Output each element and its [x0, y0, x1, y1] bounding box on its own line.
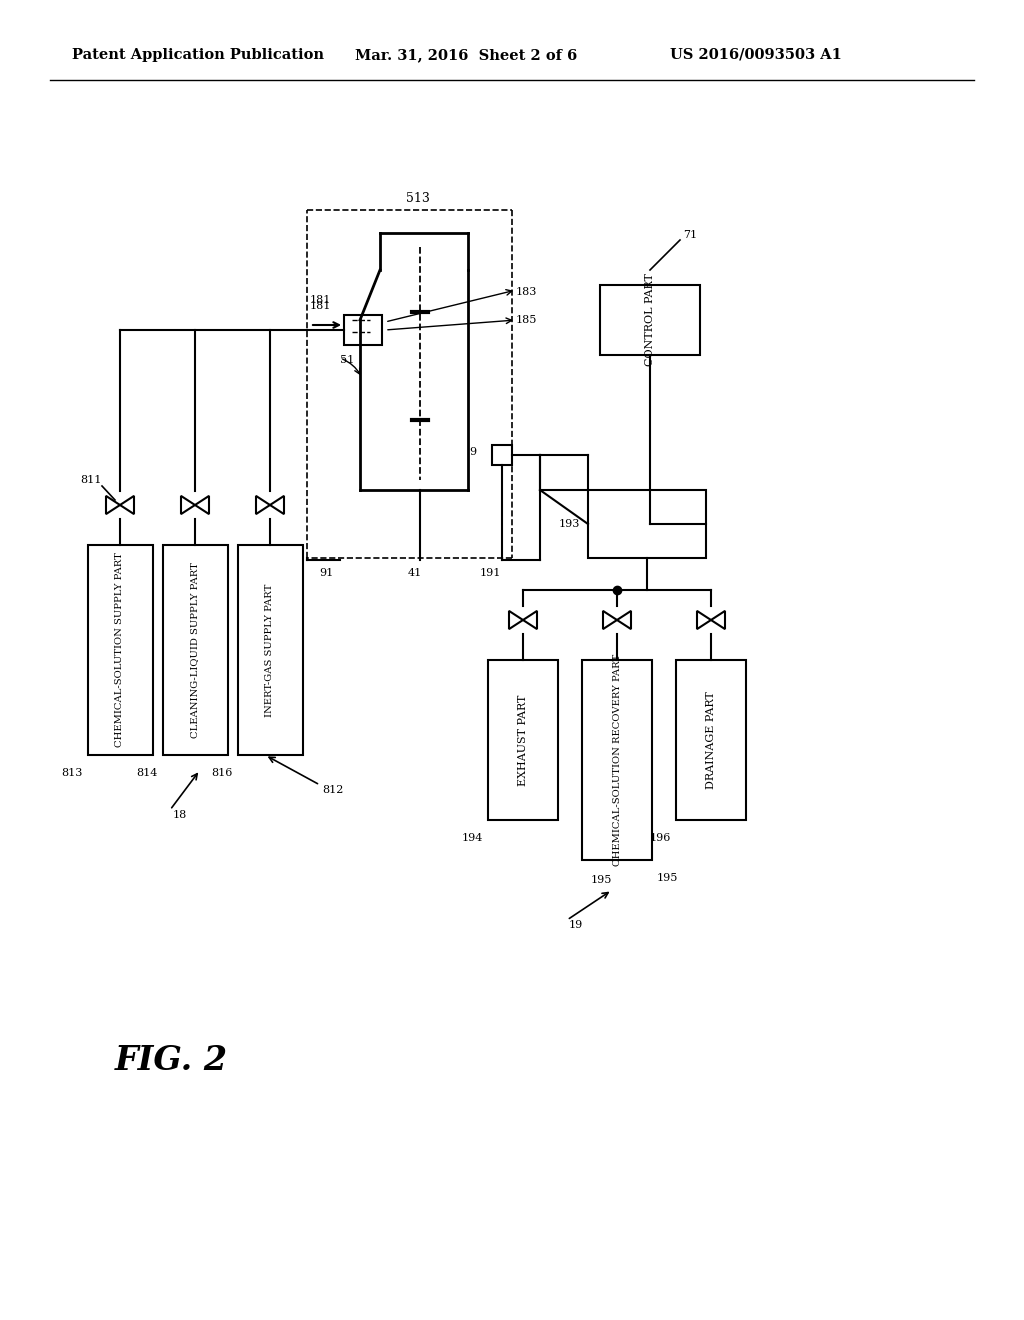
Text: EXHAUST PART: EXHAUST PART [518, 694, 528, 785]
Bar [600, 285, 700, 355]
Text: 183: 183 [516, 286, 538, 297]
Bar [582, 660, 652, 861]
Text: 813: 813 [61, 768, 83, 777]
Text: 816: 816 [212, 768, 233, 777]
Text: 811: 811 [80, 475, 101, 484]
Text: 19: 19 [569, 920, 584, 931]
Text: 18: 18 [173, 810, 187, 820]
Bar [88, 545, 153, 755]
Text: 195: 195 [591, 875, 612, 884]
Polygon shape [697, 611, 711, 630]
Bar [588, 490, 706, 558]
Polygon shape [711, 611, 725, 630]
Bar [488, 660, 558, 820]
Text: 181: 181 [310, 301, 332, 312]
Text: DRAINAGE PART: DRAINAGE PART [706, 692, 716, 789]
Text: 195: 195 [657, 873, 678, 883]
Text: 513: 513 [407, 191, 430, 205]
Bar [238, 545, 303, 755]
Bar [492, 445, 512, 465]
Text: 193: 193 [559, 519, 580, 529]
Text: 91: 91 [318, 568, 333, 578]
Polygon shape [195, 496, 209, 513]
Text: US 2016/0093503 A1: US 2016/0093503 A1 [670, 48, 842, 62]
Text: 196: 196 [649, 833, 671, 843]
Polygon shape [509, 611, 523, 630]
Text: FIG. 2: FIG. 2 [115, 1044, 228, 1077]
Text: CHEMICAL-SOLUTION SUPPLY PART: CHEMICAL-SOLUTION SUPPLY PART [116, 553, 125, 747]
Polygon shape [106, 496, 120, 513]
Polygon shape [256, 496, 270, 513]
Text: CONTROL PART: CONTROL PART [645, 273, 655, 367]
Polygon shape [617, 611, 631, 630]
Text: 71: 71 [683, 230, 697, 240]
Text: 185: 185 [516, 315, 538, 325]
Polygon shape [270, 496, 284, 513]
Text: Patent Application Publication: Patent Application Publication [72, 48, 324, 62]
Bar [676, 660, 746, 820]
Polygon shape [181, 496, 195, 513]
Text: 194: 194 [462, 833, 483, 843]
Text: CHEMICAL-SOLUTION RECOVERY PART: CHEMICAL-SOLUTION RECOVERY PART [612, 653, 622, 866]
Polygon shape [603, 611, 617, 630]
Text: Mar. 31, 2016  Sheet 2 of 6: Mar. 31, 2016 Sheet 2 of 6 [355, 48, 578, 62]
Text: 812: 812 [322, 785, 343, 795]
Text: 814: 814 [136, 768, 158, 777]
Text: 41: 41 [408, 568, 422, 578]
Bar [344, 315, 382, 345]
Text: 51: 51 [340, 355, 354, 366]
Polygon shape [120, 496, 134, 513]
Text: 181: 181 [310, 294, 332, 305]
Text: CLEANING-LIQUID SUPPLY PART: CLEANING-LIQUID SUPPLY PART [190, 562, 200, 738]
Text: 191: 191 [479, 568, 501, 578]
Polygon shape [523, 611, 537, 630]
Text: INERT-GAS SUPPLY PART: INERT-GAS SUPPLY PART [265, 583, 274, 717]
Bar [163, 545, 228, 755]
Text: 9: 9 [469, 447, 476, 457]
